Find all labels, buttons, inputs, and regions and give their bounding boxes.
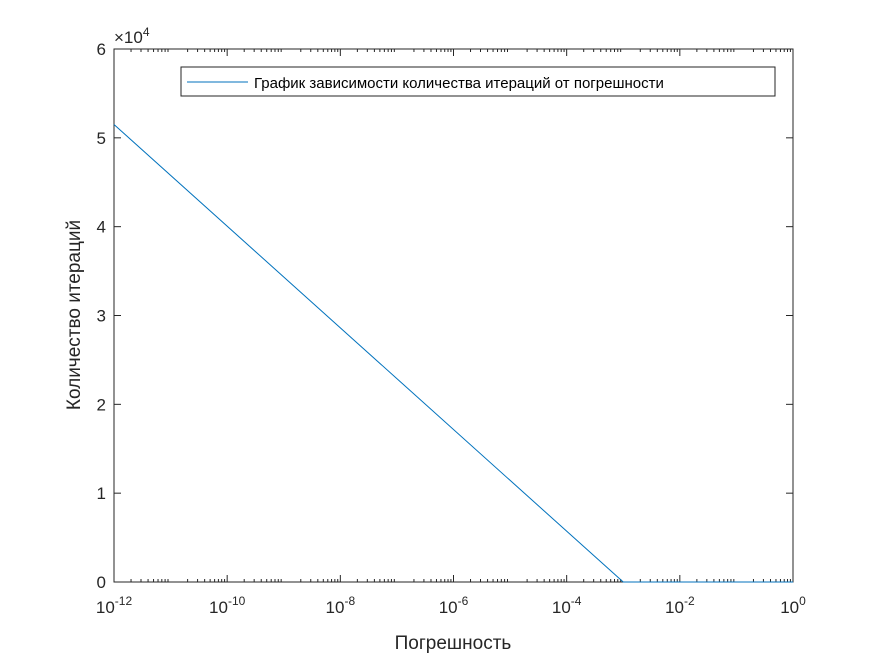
x-tick-label-base: 10 [209,598,228,617]
x-tick-label: 10-8 [326,594,356,617]
x-axis-title: Погрешность [395,633,512,654]
y-tick-labels: 0 1 2 3 4 5 6 [97,40,106,592]
series-layer [113,124,794,583]
x-tick-label: 10-4 [552,594,582,617]
x-tick-label-exp: 0 [799,594,806,608]
x-tick-label: 10-12 [96,594,133,617]
y-tick-label: 0 [97,573,106,592]
minor-ticks [130,49,791,582]
y-axis-title: Количество итераций [64,220,85,410]
y-tick-label: 2 [97,395,106,414]
y-tick-label: 3 [97,307,106,326]
y-multiplier: ×104 [114,25,150,47]
x-tick-label-exp: -2 [684,594,695,608]
x-tick-label-exp: -10 [228,594,246,608]
x-tick-label-exp: -6 [458,594,469,608]
legend: График зависимости количества итераций о… [180,66,776,97]
x-tick-label-base: 10 [665,598,684,617]
y-tick-label: 1 [97,484,106,503]
x-tick-label-base: 10 [326,598,345,617]
major-ticks [113,48,794,583]
y-tick-label: 4 [97,218,106,237]
legend-box [180,66,776,97]
x-tick-label: 10-2 [665,594,695,617]
x-tick-label-base: 10 [780,598,799,617]
x-tick-label: 100 [780,594,806,617]
x-tick-label-base: 10 [439,598,458,617]
x-tick-label-base: 10 [96,598,115,617]
x-tick-label: 10-6 [439,594,469,617]
y-tick-label: 5 [97,129,106,148]
x-tick-label: 10-10 [209,594,246,617]
legend-label: График зависимости количества итераций о… [254,75,664,92]
x-tick-labels: 10-12 10-10 10-8 10-6 10-4 10-2 100 [96,594,806,617]
x-tick-label-exp: -8 [344,594,355,608]
y-tick-label: 6 [97,40,106,59]
y-multiplier-exp: 4 [143,25,150,39]
x-tick-label-exp: -12 [115,594,133,608]
x-tick-label-base: 10 [552,598,571,617]
x-tick-label-exp: -4 [571,594,582,608]
plot-area [113,48,794,583]
y-multiplier-base: ×10 [114,28,143,47]
